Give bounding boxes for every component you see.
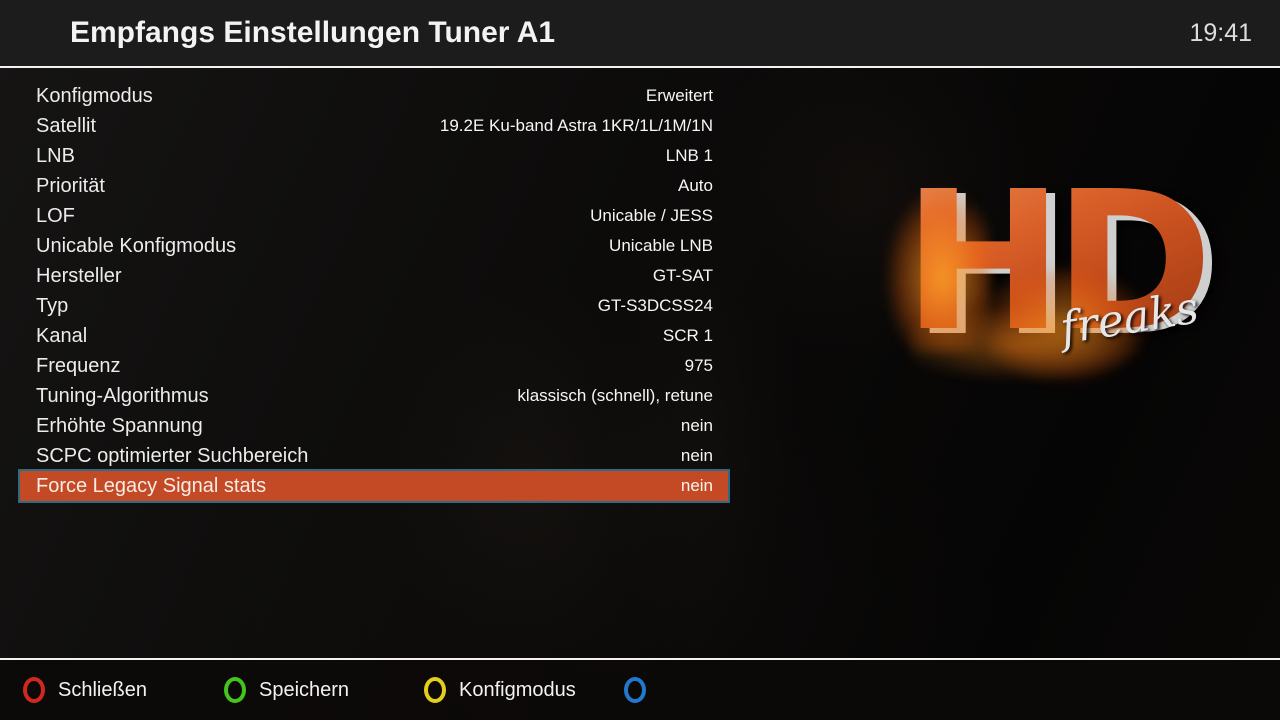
setting-label: Priorität	[36, 174, 105, 197]
setting-value: GT-S3DCSS24	[597, 296, 713, 315]
footer-button-label: Konfigmodus	[459, 678, 576, 701]
setting-label: Unicable Konfigmodus	[36, 234, 237, 257]
settings-row[interactable]: Hersteller GT-SAT	[20, 261, 728, 291]
setting-label: Konfigmodus	[36, 84, 153, 107]
green-button-icon	[224, 677, 246, 703]
page-title: Empfangs Einstellungen Tuner A1	[70, 16, 556, 49]
settings-list: Konfigmodus Erweitert Satellit 19.2E Ku-ban…	[18, 81, 730, 503]
setting-value: Unicable / JESS	[590, 206, 713, 225]
setting-value: SCR 1	[662, 326, 713, 345]
setting-label: Tuning-Algorithmus	[36, 384, 209, 407]
settings-row[interactable]: Satellit 19.2E Ku-band Astra 1KR/1L/1M/1N	[20, 111, 728, 141]
setting-value: nein	[680, 446, 713, 465]
setting-label: Force Legacy Signal stats	[36, 474, 267, 497]
footer-button-konfigmodus[interactable]: Konfigmodus	[424, 660, 576, 720]
settings-row[interactable]: Frequenz 975	[20, 351, 728, 381]
settings-row[interactable]: LNB LNB 1	[20, 141, 728, 171]
footer-button-close[interactable]: Schließen	[23, 660, 147, 720]
hdfreaks-logo: HD HD freaks	[885, 167, 1243, 382]
setting-value: Auto	[678, 176, 713, 195]
settings-row[interactable]: Konfigmodus Erweitert	[20, 81, 728, 111]
setting-value: Erweitert	[645, 86, 713, 105]
settings-row[interactable]: Tuning-Algorithmus klassisch (schnell), r…	[20, 381, 728, 411]
settings-row[interactable]: Priorität Auto	[20, 171, 728, 201]
setting-label: Erhöhte Spannung	[36, 414, 203, 437]
settings-row[interactable]: Unicable Konfigmodus Unicable LNB	[20, 231, 728, 261]
setting-label: LNB	[36, 144, 75, 167]
blue-button-icon	[624, 677, 646, 703]
setting-label: Satellit	[36, 114, 97, 137]
setting-value: GT-SAT	[652, 266, 713, 285]
setting-label: LOF	[36, 204, 75, 227]
setting-value: 975	[684, 356, 713, 375]
footer-buttons-bar: Schließen Speichern Konfigmodus	[0, 658, 1280, 720]
footer-button-save[interactable]: Speichern	[224, 660, 349, 720]
settings-row[interactable]: Kanal SCR 1	[20, 321, 728, 351]
settings-row[interactable]: Erhöhte Spannung nein	[20, 411, 728, 441]
yellow-button-icon	[424, 677, 446, 703]
setting-label: SCPC optimierter Suchbereich	[36, 444, 309, 467]
settings-row[interactable]: SCPC optimierter Suchbereich nein	[20, 441, 728, 471]
setting-value: 19.2E Ku-band Astra 1KR/1L/1M/1N	[439, 116, 713, 135]
header-bar: Empfangs Einstellungen Tuner A1 19:41	[0, 0, 1280, 68]
settings-row[interactable]: LOF Unicable / JESS	[20, 201, 728, 231]
red-button-icon	[23, 677, 45, 703]
settings-row[interactable]: Typ GT-S3DCSS24	[20, 291, 728, 321]
setting-value: LNB 1	[665, 146, 713, 165]
footer-button-label: Schließen	[58, 678, 147, 701]
setting-label: Typ	[36, 294, 69, 317]
setting-value: nein	[680, 476, 713, 495]
setting-label: Kanal	[36, 324, 88, 347]
footer-button-blue[interactable]	[624, 660, 659, 720]
setting-value: nein	[680, 416, 713, 435]
settings-row[interactable]: Force Legacy Signal stats nein	[18, 469, 730, 503]
setting-value: Unicable LNB	[609, 236, 713, 255]
footer-button-label: Speichern	[259, 678, 350, 701]
setting-label: Frequenz	[36, 354, 121, 377]
setting-label: Hersteller	[36, 264, 122, 287]
setting-value: klassisch (schnell), retune	[517, 386, 713, 405]
clock: 19:41	[1189, 19, 1252, 47]
